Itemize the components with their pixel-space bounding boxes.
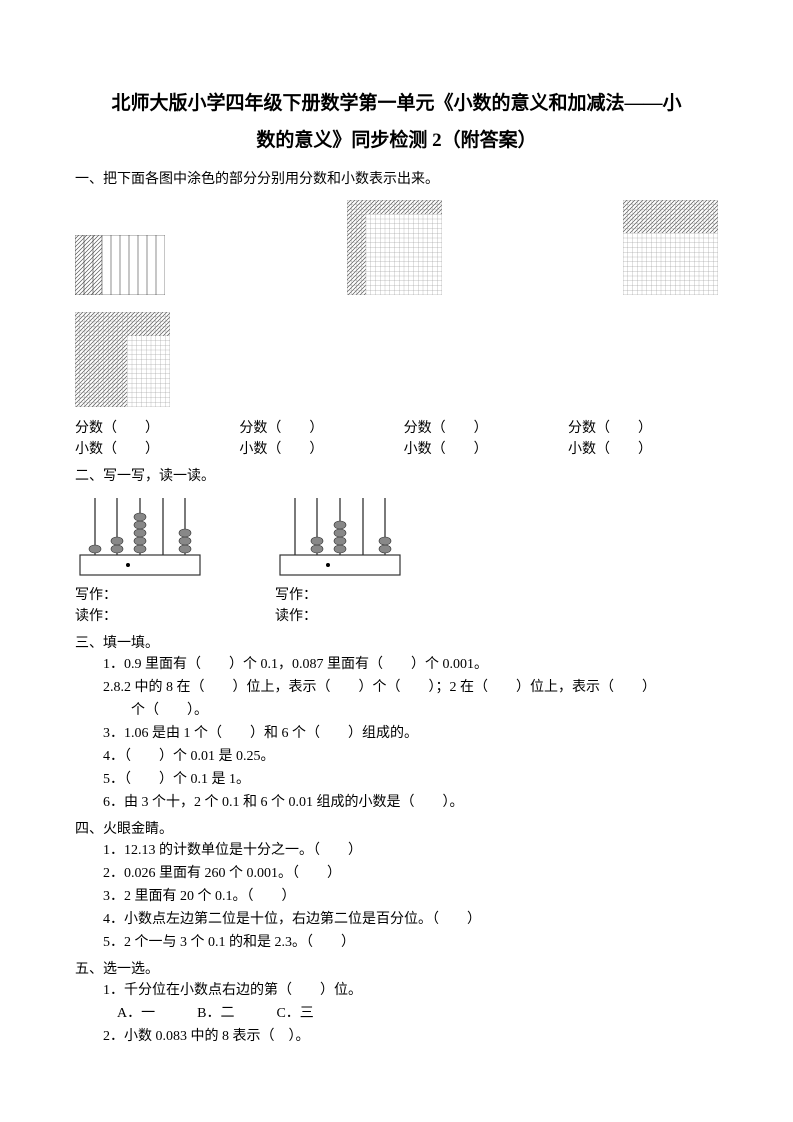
s3-q3: 3．1.06 是由 1 个（ ）和 6 个（ ）组成的。 xyxy=(103,723,718,744)
label-col-3: 分数（ ） 小数（ ） xyxy=(404,418,554,460)
fraction-label-1: 分数（ ） xyxy=(75,418,225,439)
fraction-label-4: 分数（ ） xyxy=(568,418,718,439)
read-1: 读作： xyxy=(75,606,205,627)
section1-heading: 一、把下面各图中涂色的部分分别用分数和小数表示出来。 xyxy=(75,169,718,190)
abacus-2-svg xyxy=(275,493,405,578)
s5-q1: 1．千分位在小数点右边的第（ ）位。 xyxy=(103,980,718,1001)
section4-heading: 四、火眼金睛。 xyxy=(75,819,718,840)
grid-images-row xyxy=(75,200,718,302)
grid-2-svg xyxy=(347,200,442,295)
section-1: 一、把下面各图中涂色的部分分别用分数和小数表示出来。 xyxy=(75,169,718,460)
grid-4-svg xyxy=(75,312,170,407)
write-2: 写作： xyxy=(275,585,405,606)
labels-row-1: 分数（ ） 小数（ ） 分数（ ） 小数（ ） 分数（ ） 小数（ ） 分数（ … xyxy=(75,418,718,460)
grid-1-svg xyxy=(75,235,165,295)
s3-q5: 5．（ ）个 0.1 是 1。 xyxy=(103,769,718,790)
s4-q2: 2．0.026 里面有 260 个 0.001。（ ） xyxy=(103,863,718,884)
s3-q2b: 个（ ）。 xyxy=(131,700,718,721)
decimal-label-2: 小数（ ） xyxy=(239,439,389,460)
section2-heading: 二、写一写，读一读。 xyxy=(75,466,718,487)
section3-heading: 三、填一填。 xyxy=(75,633,718,654)
s5-q2: 2．小数 0.083 中的 8 表示（ ）。 xyxy=(103,1026,718,1047)
s3-q1: 1．0.9 里面有（ ）个 0.1，0.087 里面有（ ）个 0.001。 xyxy=(103,654,718,675)
section-5: 五、选一选。 1．千分位在小数点右边的第（ ）位。 A．一 B．二 C．三 2．… xyxy=(75,959,718,1047)
s4-q3: 3．2 里面有 20 个 0.1。（ ） xyxy=(103,886,718,907)
write-1: 写作： xyxy=(75,585,205,606)
label-col-1: 分数（ ） 小数（ ） xyxy=(75,418,225,460)
section-2: 二、写一写，读一读。 xyxy=(75,466,718,627)
decimal-label-1: 小数（ ） xyxy=(75,439,225,460)
s5-q1-opts: A．一 B．二 C．三 xyxy=(75,1003,718,1024)
s3-q6: 6．由 3 个十，2 个 0.1 和 6 个 0.01 组成的小数是（ ）。 xyxy=(103,792,718,813)
label-col-2: 分数（ ） 小数（ ） xyxy=(239,418,389,460)
s4-q5: 5．2 个一与 3 个 0.1 的和是 2.3。（ ） xyxy=(103,932,718,953)
grid-2 xyxy=(347,200,442,302)
abacus-1-svg xyxy=(75,493,205,578)
s4-q4: 4．小数点左边第二位是十位，右边第二位是百分位。（ ） xyxy=(103,909,718,930)
grid-4 xyxy=(75,312,718,414)
section-4: 四、火眼金睛。 1．12.13 的计数单位是十分之一。（ ） 2．0.026 里… xyxy=(75,819,718,953)
abacus-row: 写作： 读作： xyxy=(75,493,718,627)
grid-3-svg xyxy=(623,200,718,295)
fraction-label-2: 分数（ ） xyxy=(239,418,389,439)
fraction-label-3: 分数（ ） xyxy=(404,418,554,439)
page-title: 北师大版小学四年级下册数学第一单元《小数的意义和加减法——小 xyxy=(75,90,718,119)
grid-3 xyxy=(623,200,718,302)
decimal-label-3: 小数（ ） xyxy=(404,439,554,460)
label-col-4: 分数（ ） 小数（ ） xyxy=(568,418,718,460)
s3-q4: 4．（ ）个 0.01 是 0.25。 xyxy=(103,746,718,767)
grid-1 xyxy=(75,235,165,302)
s4-q1: 1．12.13 的计数单位是十分之一。（ ） xyxy=(103,840,718,861)
decimal-label-4: 小数（ ） xyxy=(568,439,718,460)
abacus-1: 写作： 读作： xyxy=(75,493,205,627)
page-subtitle: 数的意义》同步检测 2（附答案） xyxy=(75,127,718,156)
abacus-2: 写作： 读作： xyxy=(275,493,405,627)
section5-heading: 五、选一选。 xyxy=(75,959,718,980)
read-2: 读作： xyxy=(275,606,405,627)
s3-q2: 2.8.2 中的 8 在（ ）位上，表示（ ）个（ ）；2 在（ ）位上，表示（… xyxy=(103,677,718,698)
section-3: 三、填一填。 1．0.9 里面有（ ）个 0.1，0.087 里面有（ ）个 0… xyxy=(75,633,718,813)
